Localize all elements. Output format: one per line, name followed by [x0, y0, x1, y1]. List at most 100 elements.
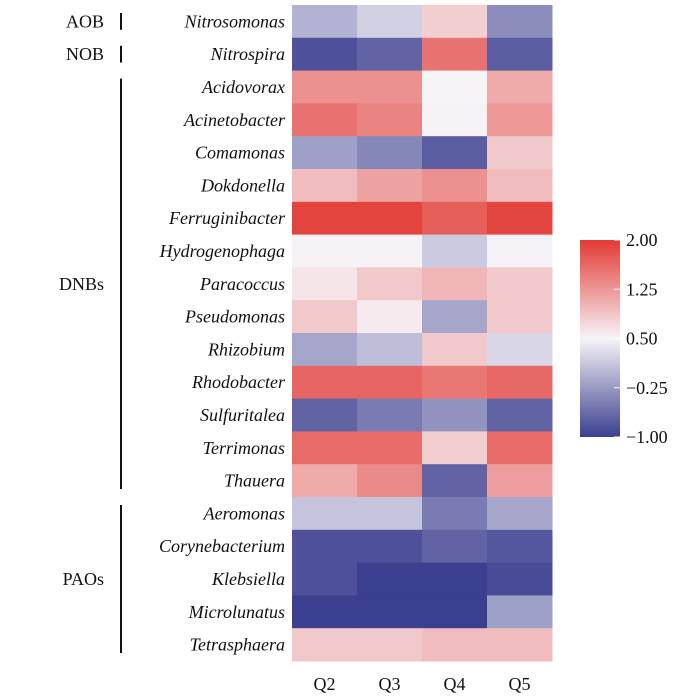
heatmap-cell-ferruginibacter-q2: [292, 201, 358, 236]
heatmap-cell-nitrospira-q5: [487, 37, 553, 72]
column-label-q4: Q4: [444, 674, 466, 694]
heatmap-cell-aeromonas-q4: [422, 497, 488, 531]
heatmap-cell-pseudomonas-q4: [422, 300, 488, 334]
heatmap-cell-rhodobacter-q5: [487, 365, 553, 400]
colorbar-tick-label: 1.25: [626, 279, 658, 299]
colorbar-tick-label: 2.00: [626, 230, 658, 250]
heatmap-cell-paracoccus-q2: [292, 267, 358, 301]
heatmap-cell-acinetobacter-q4: [422, 103, 488, 137]
row-label-nitrosomonas: Nitrosomonas: [184, 11, 285, 31]
heatmap-cell-aeromonas-q5: [487, 497, 553, 531]
heatmap-cell-corynebacterium-q2: [292, 529, 358, 564]
row-label-pseudomonas: Pseudomonas: [184, 307, 285, 327]
heatmap-cell-acidovorax-q3: [357, 70, 423, 104]
heatmap-cell-microlunatus-q4: [422, 595, 488, 629]
heatmap-cell-acidovorax-q4: [422, 70, 488, 104]
heatmap-cell-ferruginibacter-q3: [357, 201, 423, 236]
column-labels: Q2 Q3 Q4 Q5: [314, 674, 531, 694]
heatmap-cell-acidovorax-q5: [487, 70, 553, 104]
heatmap-cell-acidovorax-q2: [292, 70, 358, 104]
heatmap-cell-nitrospira-q3: [357, 37, 423, 72]
heatmap-cell-rhodobacter-q4: [422, 365, 488, 400]
heatmap-cell-klebsiella-q2: [292, 562, 358, 596]
heatmap-cell-thauera-q4: [422, 464, 488, 498]
heatmap-cell-nitrospira-q4: [422, 37, 488, 72]
heatmap-cell-pseudomonas-q5: [487, 300, 553, 334]
heatmap-cells: [292, 5, 553, 662]
row-label-rhizobium: Rhizobium: [207, 339, 285, 359]
heatmap-cell-comamonas-q2: [292, 136, 358, 170]
heatmap-cell-sulfuritalea-q2: [292, 398, 358, 432]
heatmap-cell-acinetobacter-q3: [357, 103, 423, 137]
colorbar: 2.00 1.25 0.50 −0.25 −1.00: [580, 230, 668, 447]
heatmap-cell-pseudomonas-q2: [292, 300, 358, 334]
group-label-dnbs: DNBs: [59, 274, 104, 294]
heatmap-cell-tetrasphaera-q5: [487, 628, 553, 662]
heatmap-cell-sulfuritalea-q5: [487, 398, 553, 432]
heatmap-cell-paracoccus-q3: [357, 267, 423, 301]
row-label-corynebacterium: Corynebacterium: [159, 536, 285, 556]
row-label-paracoccus: Paracoccus: [199, 274, 285, 294]
heatmap-cell-acinetobacter-q5: [487, 103, 553, 137]
row-label-hydrogenophaga: Hydrogenophaga: [159, 241, 285, 261]
heatmap-cell-klebsiella-q4: [422, 562, 488, 596]
heatmap-cell-thauera-q3: [357, 464, 423, 498]
colorbar-tick-label: −1.00: [626, 427, 668, 447]
row-labels: Nitrosomonas Nitrospira Acidovorax Acinetob…: [159, 11, 286, 654]
heatmap-cell-terrimonas-q2: [292, 431, 358, 465]
colorbar-gradient: [580, 240, 620, 437]
row-label-klebsiella: Klebsiella: [211, 569, 285, 589]
heatmap-cell-rhizobium-q3: [357, 333, 423, 367]
heatmap-cell-thauera-q2: [292, 464, 358, 498]
heatmap-cell-terrimonas-q5: [487, 431, 553, 465]
row-label-nitrospira: Nitrospira: [210, 44, 285, 64]
row-label-comamonas: Comamonas: [195, 143, 285, 163]
heatmap-cell-comamonas-q4: [422, 136, 488, 170]
heatmap-cell-acinetobacter-q2: [292, 103, 358, 137]
heatmap-cell-tetrasphaera-q3: [357, 628, 423, 662]
group-label-nob: NOB: [66, 44, 104, 64]
heatmap-cell-aeromonas-q3: [357, 497, 423, 531]
heatmap-cell-paracoccus-q5: [487, 267, 553, 301]
heatmap-cell-tetrasphaera-q2: [292, 628, 358, 662]
heatmap-cell-klebsiella-q5: [487, 562, 553, 596]
heatmap-cell-terrimonas-q4: [422, 431, 488, 465]
heatmap-cell-comamonas-q5: [487, 136, 553, 170]
heatmap-cell-nitrosomonas-q3: [357, 5, 423, 39]
heatmap-cell-rhodobacter-q2: [292, 365, 358, 400]
group-brackets: AOB NOB DNBs PAOs: [59, 11, 122, 653]
heatmap-cell-klebsiella-q3: [357, 562, 423, 596]
heatmap-cell-corynebacterium-q4: [422, 529, 488, 564]
heatmap-cell-corynebacterium-q5: [487, 529, 553, 564]
heatmap-cell-hydrogenophaga-q5: [487, 234, 553, 268]
heatmap-cell-terrimonas-q3: [357, 431, 423, 465]
heatmap-cell-rhizobium-q5: [487, 333, 553, 367]
heatmap-cell-sulfuritalea-q3: [357, 398, 423, 432]
column-label-q5: Q5: [509, 674, 531, 694]
heatmap-cell-hydrogenophaga-q4: [422, 234, 488, 268]
group-label-aob: AOB: [66, 11, 104, 31]
heatmap-cell-microlunatus-q5: [487, 595, 553, 629]
heatmap-cell-comamonas-q3: [357, 136, 423, 170]
row-label-acidovorax: Acidovorax: [201, 77, 285, 97]
heatmap-cell-paracoccus-q4: [422, 267, 488, 301]
heatmap-cell-sulfuritalea-q4: [422, 398, 488, 432]
heatmap-cell-aeromonas-q2: [292, 497, 358, 531]
row-label-terrimonas: Terrimonas: [203, 438, 285, 458]
heatmap-cell-rhizobium-q2: [292, 333, 358, 367]
heatmap-cell-microlunatus-q3: [357, 595, 423, 629]
heatmap-cell-corynebacterium-q3: [357, 529, 423, 564]
heatmap-cell-nitrosomonas-q4: [422, 5, 488, 39]
heatmap-cell-dokdonella-q5: [487, 169, 553, 203]
row-label-rhodobacter: Rhodobacter: [191, 372, 286, 392]
heatmap-cell-hydrogenophaga-q3: [357, 234, 423, 268]
column-label-q2: Q2: [314, 674, 336, 694]
heatmap-cell-ferruginibacter-q5: [487, 201, 553, 236]
heatmap-cell-thauera-q5: [487, 464, 553, 498]
heatmap-cell-dokdonella-q2: [292, 169, 358, 203]
row-label-acinetobacter: Acinetobacter: [183, 110, 286, 130]
colorbar-tick-label: −0.25: [626, 378, 668, 398]
heatmap-cell-microlunatus-q2: [292, 595, 358, 629]
row-label-thauera: Thauera: [224, 471, 285, 491]
heatmap-cell-dokdonella-q4: [422, 169, 488, 203]
